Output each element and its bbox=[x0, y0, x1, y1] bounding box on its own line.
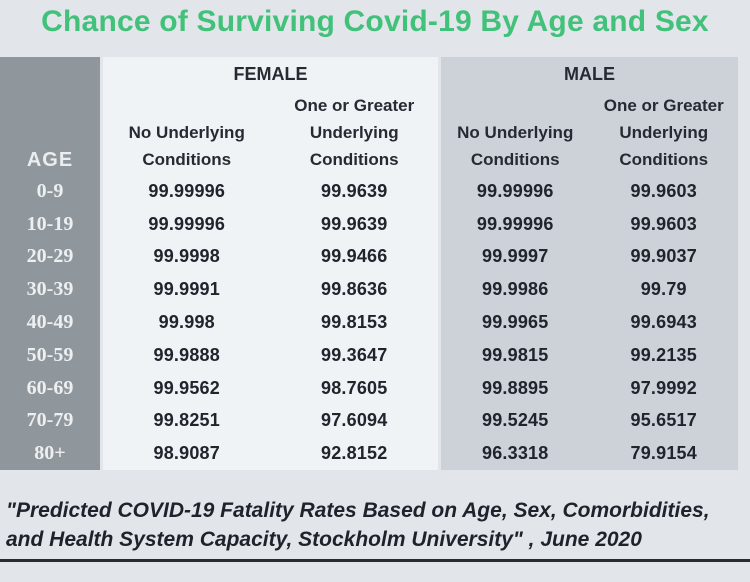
age-row-label: 10-19 bbox=[26, 212, 74, 235]
female-subheaders: No Underlying Conditions One or Greater … bbox=[103, 85, 438, 175]
survival-value-cell: 99.2135 bbox=[630, 344, 697, 365]
survival-value-cell: 99.9037 bbox=[630, 246, 697, 267]
age-row-label: 70-79 bbox=[26, 409, 74, 432]
male-panel: MALE No Underlying Conditions One or Gre… bbox=[441, 57, 738, 470]
survival-value-cell: 79.9154 bbox=[630, 443, 697, 464]
survival-value-cell: 99.8251 bbox=[153, 410, 220, 431]
age-row-label: 40-49 bbox=[26, 311, 74, 334]
table-row-female: 99.9998 99.9466 bbox=[103, 241, 438, 274]
table-row-male: 99.8895 97.9992 bbox=[441, 372, 738, 405]
female-data-rows: 99.99996 99.9639 99.99996 99.9639 99.9998 99.… bbox=[103, 175, 438, 470]
table-row-male: 99.9815 99.2135 bbox=[441, 339, 738, 372]
age-row-label: 0-9 bbox=[36, 179, 64, 202]
survival-value-cell: 99.9639 bbox=[321, 180, 388, 201]
survival-table: AGE 0-9 10-19 20-29 30-39 40-49 50-59 60-69 70-… bbox=[0, 57, 738, 470]
age-row-label: 60-69 bbox=[26, 376, 74, 399]
survival-value-cell: 97.6094 bbox=[321, 410, 388, 431]
survival-value-cell: 98.9087 bbox=[153, 443, 220, 464]
age-column: AGE 0-9 10-19 20-29 30-39 40-49 50-59 60-69 70-… bbox=[0, 57, 100, 470]
survival-value-cell: 99.8636 bbox=[321, 279, 388, 300]
table-row-male: 99.9997 99.9037 bbox=[441, 241, 738, 274]
female-no-conditions-header: No Underlying Conditions bbox=[128, 123, 245, 169]
survival-value-cell: 99.99996 bbox=[476, 213, 554, 234]
table-row-female: 99.8251 97.6094 bbox=[103, 404, 438, 437]
survival-value-cell: 99.9986 bbox=[482, 279, 549, 300]
table-row-male: 99.9965 99.6943 bbox=[441, 306, 738, 339]
table-row-male: 99.9986 99.79 bbox=[441, 273, 738, 306]
citation-line-1: "Predicted COVID-19 Fatality Rates Based… bbox=[6, 499, 710, 522]
survival-value-cell: 99.9965 bbox=[482, 312, 549, 333]
survival-value-cell: 99.6943 bbox=[630, 312, 697, 333]
table-row-male: 99.99996 99.9603 bbox=[441, 208, 738, 241]
survival-value-cell: 99.79 bbox=[640, 279, 687, 300]
table-row-female: 98.9087 92.8152 bbox=[103, 437, 438, 470]
age-column-header: AGE bbox=[26, 149, 74, 171]
female-panel-header: FEMALE No Underlying Conditions One or G… bbox=[103, 57, 438, 175]
survival-value-cell: 96.3318 bbox=[482, 443, 549, 464]
male-subheaders: No Underlying Conditions One or Greater … bbox=[441, 85, 738, 175]
survival-value-cell: 97.9992 bbox=[630, 377, 697, 398]
survival-value-cell: 99.9991 bbox=[153, 279, 220, 300]
survival-value-cell: 92.8152 bbox=[321, 443, 388, 464]
table-row-female: 99.99996 99.9639 bbox=[103, 208, 438, 241]
survival-value-cell: 99.99996 bbox=[148, 213, 226, 234]
table-row-female: 99.9888 99.3647 bbox=[103, 339, 438, 372]
survival-value-cell: 99.8153 bbox=[321, 312, 388, 333]
table-row-male: 99.99996 99.9603 bbox=[441, 175, 738, 208]
survival-value-cell: 99.3647 bbox=[321, 344, 388, 365]
survival-value-cell: 99.5245 bbox=[482, 410, 549, 431]
survival-value-cell: 99.9603 bbox=[630, 180, 697, 201]
table-row-male: 99.5245 95.6517 bbox=[441, 404, 738, 437]
survival-value-cell: 99.99996 bbox=[148, 180, 226, 201]
survival-value-cell: 99.99996 bbox=[476, 180, 554, 201]
male-group-label: MALE bbox=[564, 64, 615, 84]
citation-line-2: and Health System Capacity, Stockholm Un… bbox=[6, 528, 642, 551]
age-row-labels: 0-9 10-19 20-29 30-39 40-49 50-59 60-69 70-79 80… bbox=[0, 175, 100, 470]
male-no-conditions-header: No Underlying Conditions bbox=[457, 123, 574, 169]
table-row-female: 99.9991 99.8636 bbox=[103, 273, 438, 306]
survival-value-cell: 99.9562 bbox=[153, 377, 220, 398]
table-row-female: 99.9562 98.7605 bbox=[103, 372, 438, 405]
female-group-label: FEMALE bbox=[233, 64, 308, 84]
table-row-female: 99.998 99.8153 bbox=[103, 306, 438, 339]
survival-value-cell: 99.998 bbox=[158, 312, 215, 333]
age-row-label: 20-29 bbox=[26, 245, 74, 268]
survival-value-cell: 99.9998 bbox=[153, 246, 220, 267]
survival-value-cell: 98.7605 bbox=[321, 377, 388, 398]
age-row-label: 30-39 bbox=[26, 278, 74, 301]
survival-value-cell: 99.9888 bbox=[153, 344, 220, 365]
survival-value-cell: 99.8895 bbox=[482, 377, 549, 398]
age-row-label: 50-59 bbox=[26, 343, 74, 366]
female-one-or-greater-header: One or Greater Underlying Conditions bbox=[294, 96, 415, 169]
female-panel: FEMALE No Underlying Conditions One or G… bbox=[103, 57, 438, 470]
source-citation: "Predicted COVID-19 Fatality Rates Based… bbox=[0, 496, 750, 562]
survival-value-cell: 99.9603 bbox=[630, 213, 697, 234]
survival-value-cell: 99.9639 bbox=[321, 213, 388, 234]
age-column-header-area: AGE bbox=[0, 57, 100, 175]
age-row-label: 80+ bbox=[34, 442, 66, 465]
survival-value-cell: 99.9997 bbox=[482, 246, 549, 267]
male-data-rows: 99.99996 99.9603 99.99996 99.9603 99.9997 99.… bbox=[441, 175, 738, 470]
table-row-male: 96.3318 79.9154 bbox=[441, 437, 738, 470]
table-row-female: 99.99996 99.9639 bbox=[103, 175, 438, 208]
survival-value-cell: 99.9466 bbox=[321, 246, 388, 267]
male-panel-header: MALE No Underlying Conditions One or Gre… bbox=[441, 57, 738, 175]
page-title: Chance of Surviving Covid-19 By Age and … bbox=[41, 5, 709, 38]
male-one-or-greater-header: One or Greater Underlying Conditions bbox=[603, 96, 724, 169]
survival-value-cell: 95.6517 bbox=[630, 410, 697, 431]
survival-value-cell: 99.9815 bbox=[482, 344, 549, 365]
